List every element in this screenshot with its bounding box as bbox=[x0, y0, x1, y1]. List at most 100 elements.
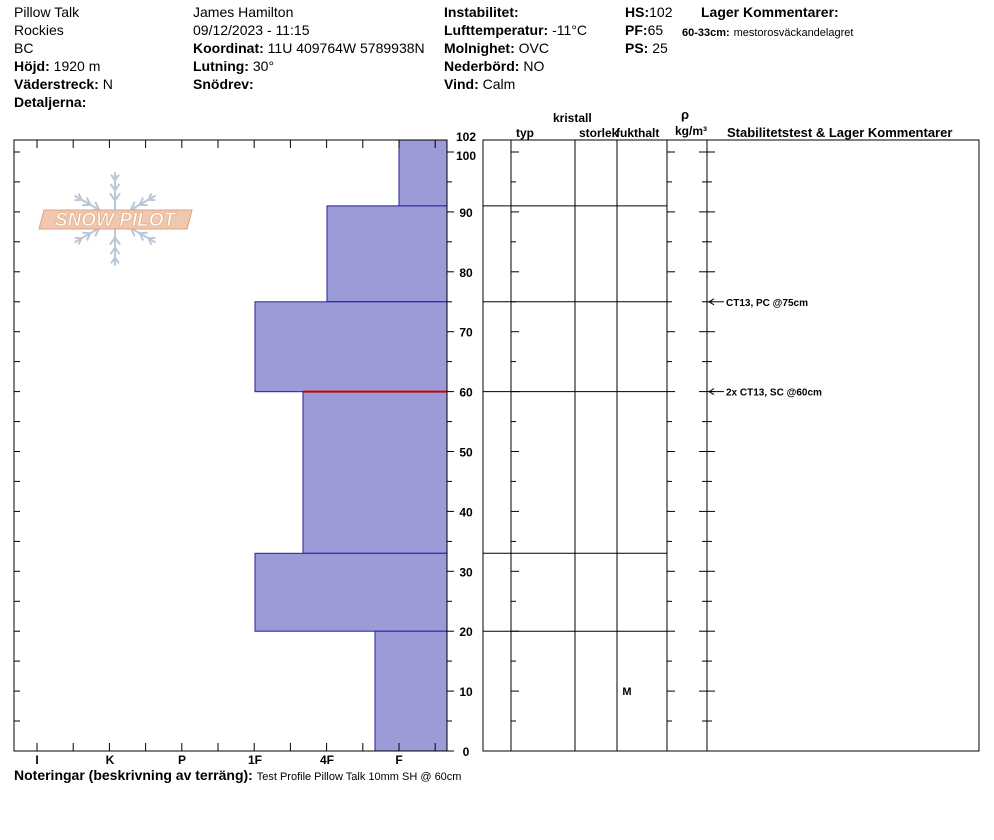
precip-value: NO bbox=[523, 58, 545, 74]
moisture-label: M bbox=[622, 686, 631, 698]
height-label: 80 bbox=[459, 266, 473, 280]
moisture-header: fukthalt bbox=[616, 126, 660, 140]
hs-value: 102 bbox=[649, 4, 673, 20]
height-label: 40 bbox=[459, 505, 473, 519]
height-label: 100 bbox=[456, 149, 476, 163]
wind-row: Vind: Calm bbox=[444, 75, 515, 93]
stability-arrow-head bbox=[708, 388, 715, 396]
snowflake-branch bbox=[114, 183, 120, 192]
coordinate-label: Koordinat: bbox=[193, 40, 264, 56]
stability-test-label: 2x CT13, SC @60cm bbox=[726, 388, 822, 399]
height-label: 102 bbox=[456, 130, 476, 144]
ps-label: PS: bbox=[625, 40, 649, 56]
height-label: 50 bbox=[459, 446, 473, 460]
snowflake-branch bbox=[82, 203, 92, 207]
logo-text: SNOW PILOT bbox=[55, 210, 177, 231]
layer-bar bbox=[254, 301, 448, 393]
chart-labels: I K P 1F 4F F 0 10 20 30 40 50 60 70 80 90 100 102 M CT13, … bbox=[35, 130, 822, 767]
notes-text: Test Profile Pillow Talk 10mm SH @ 60cm bbox=[256, 771, 462, 783]
coordinate-row: Koordinat: 11U 409764W 5789938N bbox=[193, 39, 425, 57]
density-unit-header: kg/m³ bbox=[675, 124, 708, 138]
snowflake-branch bbox=[138, 197, 144, 206]
hardness-label: P bbox=[178, 753, 186, 767]
height-label: 20 bbox=[459, 625, 473, 639]
state-name: BC bbox=[14, 40, 34, 56]
snowflake-branch bbox=[147, 193, 153, 201]
layer-comment-text: mestorosväckandelagret bbox=[733, 27, 854, 39]
layer-table-frame bbox=[482, 139, 980, 752]
snowflake-branch bbox=[109, 236, 116, 246]
aspect-label: Väderstreck: bbox=[14, 76, 99, 92]
hardness-label: 1F bbox=[248, 753, 262, 767]
sky-row: Molnighet: OVC bbox=[444, 39, 549, 57]
coordinate-value: 11U 409764W 5789938N bbox=[267, 40, 425, 56]
notes-row: Noteringar (beskrivning av terräng): Tes… bbox=[14, 766, 461, 786]
air-temp-value: -11°C bbox=[552, 22, 588, 38]
height-label: 30 bbox=[459, 565, 473, 579]
observation-datetime: 09/12/2023 - 11:15 bbox=[193, 22, 310, 38]
pf-row: PF:65 bbox=[625, 21, 663, 39]
stability-arrow-head bbox=[708, 298, 715, 306]
snowflake-branch bbox=[114, 246, 120, 255]
sky-value: OVC bbox=[518, 40, 549, 56]
pf-value: 65 bbox=[647, 22, 664, 38]
precip-row: Nederbörd: NO bbox=[444, 57, 544, 75]
air-temp-row: Lufttemperatur: -11°C bbox=[444, 21, 587, 39]
logo-banner bbox=[38, 209, 193, 230]
snowflake-branch bbox=[94, 201, 101, 211]
layer-bar bbox=[326, 205, 448, 303]
layer-bar bbox=[302, 391, 448, 554]
observer-name: James Hamilton bbox=[193, 4, 294, 20]
hardness-label: K bbox=[106, 753, 115, 767]
elevation-value: 1920 m bbox=[53, 58, 101, 74]
wind-value: Calm bbox=[482, 76, 516, 92]
type-header: typ bbox=[516, 126, 534, 140]
layer-bar bbox=[398, 139, 448, 207]
precip-label: Nederbörd: bbox=[444, 58, 520, 74]
rho-header: ρ bbox=[681, 107, 690, 122]
details-label: Detaljerna: bbox=[14, 94, 87, 110]
snowflake-branch bbox=[110, 183, 116, 192]
hs-row: HS:102 bbox=[625, 3, 672, 21]
air-temp-label: Lufttemperatur: bbox=[444, 22, 549, 38]
layer-bar bbox=[374, 630, 448, 752]
snowflake-branch bbox=[138, 232, 144, 241]
layer-comments-label: Lager Kommentarer: bbox=[701, 4, 839, 20]
snowflake-branch bbox=[86, 232, 92, 241]
height-label: 10 bbox=[459, 685, 473, 699]
slope-row: Lutning: 30° bbox=[193, 57, 274, 75]
snowflake-branch bbox=[114, 256, 120, 264]
snowflake-branch bbox=[129, 201, 136, 211]
layer-grid bbox=[482, 139, 980, 752]
layer-comment-row: 60-33cm: mestorosväckandelagret bbox=[682, 22, 853, 42]
slope-label: Lutning: bbox=[193, 58, 249, 74]
snowflake-branch bbox=[138, 203, 148, 207]
hardness-label: F bbox=[395, 753, 402, 767]
elevation-label: Höjd: bbox=[14, 58, 50, 74]
axes bbox=[13, 139, 454, 752]
height-label: 90 bbox=[459, 206, 473, 220]
snowflake-branch bbox=[138, 231, 148, 235]
ps-value: 25 bbox=[652, 40, 668, 56]
stability-test-label: CT13, PC @75cm bbox=[726, 298, 808, 309]
snowflake-branch bbox=[110, 246, 116, 255]
sky-label: Molnighet: bbox=[444, 40, 515, 56]
hardness-plot-frame bbox=[13, 139, 448, 752]
height-label: 60 bbox=[459, 386, 473, 400]
aspect-row: Väderstreck: N bbox=[14, 75, 113, 93]
hs-label: HS: bbox=[625, 4, 650, 20]
height-label: 70 bbox=[459, 326, 473, 340]
snowflake-branch bbox=[114, 236, 121, 246]
crystal-header: kristall bbox=[553, 111, 592, 125]
instability-label: Instabilitet: bbox=[444, 4, 519, 20]
snowflake-branch bbox=[82, 231, 92, 235]
aspect-value: N bbox=[102, 76, 113, 92]
elevation-row: Höjd: 1920 m bbox=[14, 57, 100, 75]
ps-row: PS: 25 bbox=[625, 39, 668, 57]
snowflake-branch bbox=[86, 197, 92, 206]
slope-value: 30° bbox=[252, 58, 275, 74]
pf-label: PF: bbox=[625, 22, 648, 38]
height-label: 0 bbox=[463, 745, 470, 759]
stability-header: Stabilitetstest & Lager Kommentarer bbox=[727, 125, 953, 140]
